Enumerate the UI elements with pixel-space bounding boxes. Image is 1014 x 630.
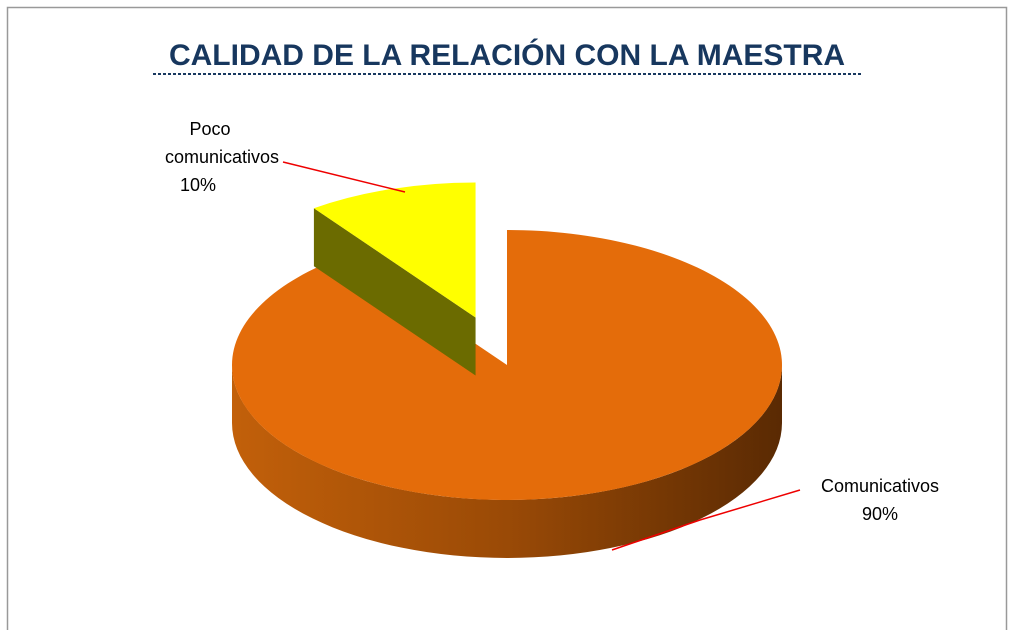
- slice-value-label: 10%: [180, 175, 216, 195]
- slice: [313, 182, 476, 318]
- leader-line: [611, 489, 801, 551]
- slice-label: Comunicativos: [821, 476, 939, 496]
- slice-label: Poco comunicativos: [165, 119, 279, 167]
- slice-value-label: 90%: [862, 504, 898, 524]
- slice-side: [232, 365, 782, 558]
- chart-title: CALIDAD DE LA RELACIÓN CON LA MAESTRA: [169, 38, 845, 72]
- slice-wall: [313, 208, 476, 376]
- slice: [231, 230, 782, 500]
- leader-line: [282, 161, 406, 193]
- chart-frame: [6, 6, 1008, 630]
